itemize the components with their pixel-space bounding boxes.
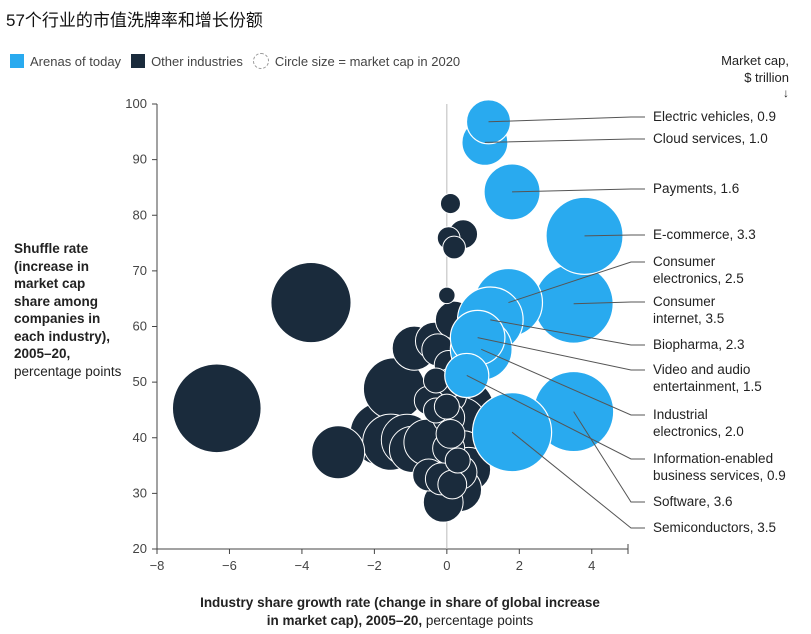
bubble-other-industry (171, 363, 262, 454)
market-cap-header: Market cap, $ trillion ↓ (721, 52, 789, 99)
legend-swatch-arenas (10, 54, 24, 68)
y-axis-label: Shuffle rate (increase in market cap sha… (14, 240, 124, 380)
callout-label: electronics, 2.0 (653, 424, 744, 439)
market-cap-header-line1: Market cap, (721, 53, 789, 68)
down-arrow-icon: ↓ (783, 86, 789, 100)
callout-label: Cloud services, 1.0 (653, 131, 768, 146)
x-axis-label-bold-line1: Industry share growth rate (change in sh… (200, 595, 600, 610)
x-tick-label: 0 (443, 558, 450, 573)
callout-leader-line (477, 337, 645, 371)
callout-label: entertainment, 1.5 (653, 379, 762, 394)
legend-label-other: Other industries (151, 53, 243, 69)
x-tick-label: −8 (150, 558, 165, 573)
callout-leader-line (512, 188, 645, 193)
callout-label: Software, 3.6 (653, 494, 733, 509)
callout-leader-line (584, 234, 645, 237)
callout-label: Semiconductors, 3.5 (653, 520, 776, 535)
y-tick-label: 90 (133, 152, 147, 167)
bubble-other-industry (433, 393, 460, 420)
callout-label: business services, 0.9 (653, 468, 786, 483)
callout-label: internet, 3.5 (653, 311, 724, 326)
x-axis-label-bold-line2: in market cap), 2005–20, (266, 613, 423, 628)
bubble-other-industry (439, 193, 461, 215)
y-tick-label: 60 (133, 319, 147, 334)
bubble-other-industry (444, 447, 471, 474)
legend-item-other: Other industries (131, 54, 243, 69)
y-tick-label: 100 (125, 96, 147, 111)
y-tick-label: 50 (133, 374, 147, 389)
x-tick-label: 2 (516, 558, 523, 573)
callout-leader-line (490, 319, 645, 346)
legend-item-arenas: Arenas of today (10, 54, 121, 69)
callout-leader-line (481, 348, 645, 416)
bubble-other-industry (437, 469, 468, 500)
market-cap-header-line2: $ trillion (744, 70, 789, 85)
legend-label-arenas: Arenas of today (30, 53, 122, 69)
callout-leader-line (573, 411, 645, 503)
bubble-other-industry (435, 418, 466, 449)
x-axis-label-unit: percentage points (425, 613, 534, 628)
y-axis-label-bold: Shuffle rate (increase in market cap sha… (14, 241, 111, 361)
callout-leader-line (466, 375, 645, 460)
bubble-other-industry (311, 425, 366, 480)
y-tick-label: 30 (133, 485, 147, 500)
chart-title: 57个行业的市值洗牌率和增长份额 (6, 11, 263, 30)
callout-label: Consumer (653, 254, 716, 269)
callout-label: E-commerce, 3.3 (653, 227, 756, 242)
callout-leader-line (511, 431, 645, 529)
callout-leader-line (508, 261, 645, 304)
callout-label: Video and audio (653, 362, 750, 377)
bubble-other-industry (438, 286, 456, 305)
callout-label: Payments, 1.6 (653, 181, 739, 196)
x-axis-label: Industry share growth rate (change in sh… (150, 594, 650, 630)
x-tick-label: −6 (222, 558, 237, 573)
callout-leader-line (484, 138, 645, 143)
x-tick-label: −2 (367, 558, 382, 573)
x-tick-label: 4 (588, 558, 595, 573)
legend-item-size: Circle size = market cap in 2020 (252, 53, 461, 69)
legend-swatch-other (131, 54, 146, 68)
legend-size-circle-icon (252, 53, 269, 69)
callout-label: Industrial (653, 407, 708, 422)
bubble-other-industry (442, 235, 466, 260)
y-tick-label: 40 (133, 430, 147, 445)
legend-label-size: Circle size = market cap in 2020 (274, 53, 461, 69)
callout-leader-line (573, 301, 645, 305)
callout-label: electronics, 2.5 (653, 271, 744, 286)
callout-label: Consumer (653, 294, 716, 309)
legend: Arenas of today Other industries Circle … (10, 53, 470, 69)
x-tick-label: −4 (295, 558, 310, 573)
callout-label: Biopharma, 2.3 (653, 337, 745, 352)
bubble-other-industry (270, 262, 352, 344)
y-tick-label: 70 (133, 263, 147, 278)
y-tick-label: 20 (133, 541, 147, 556)
y-tick-label: 80 (133, 207, 147, 222)
callout-label: Information-enabled (653, 451, 773, 466)
callout-leader-line (488, 116, 645, 123)
y-axis-label-unit: percentage points (14, 363, 122, 379)
callout-label: Electric vehicles, 0.9 (653, 109, 776, 124)
